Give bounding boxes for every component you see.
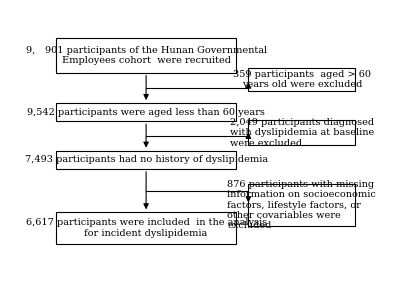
FancyBboxPatch shape [56, 103, 236, 121]
Text: 9, 901 participants of the Hunan Governmental
Employees cohort  were recruited: 9, 901 participants of the Hunan Governm… [26, 46, 267, 65]
Text: 2,049 participants diagnosed
with dyslipidemia at baseline
were excluded: 2,049 participants diagnosed with dyslip… [230, 118, 374, 148]
Text: 6,617 participants were included  in the analysis
for incident dyslipidemia: 6,617 participants were included in the … [26, 218, 267, 238]
Text: 359 participants  aged > 60
years old were excluded: 359 participants aged > 60 years old wer… [233, 70, 371, 89]
FancyBboxPatch shape [56, 151, 236, 169]
Text: 7,493 participants had no history of dyslipidemia: 7,493 participants had no history of dys… [24, 155, 268, 164]
FancyBboxPatch shape [56, 212, 236, 244]
FancyBboxPatch shape [56, 38, 236, 73]
FancyBboxPatch shape [248, 184, 355, 226]
Text: 9,542 participants were aged less than 60 years: 9,542 participants were aged less than 6… [27, 108, 265, 117]
FancyBboxPatch shape [248, 120, 355, 145]
Text: 876 participants with missing
information on socioeconomic
factors, lifestyle fa: 876 participants with missing informatio… [228, 180, 376, 230]
FancyBboxPatch shape [248, 68, 355, 91]
